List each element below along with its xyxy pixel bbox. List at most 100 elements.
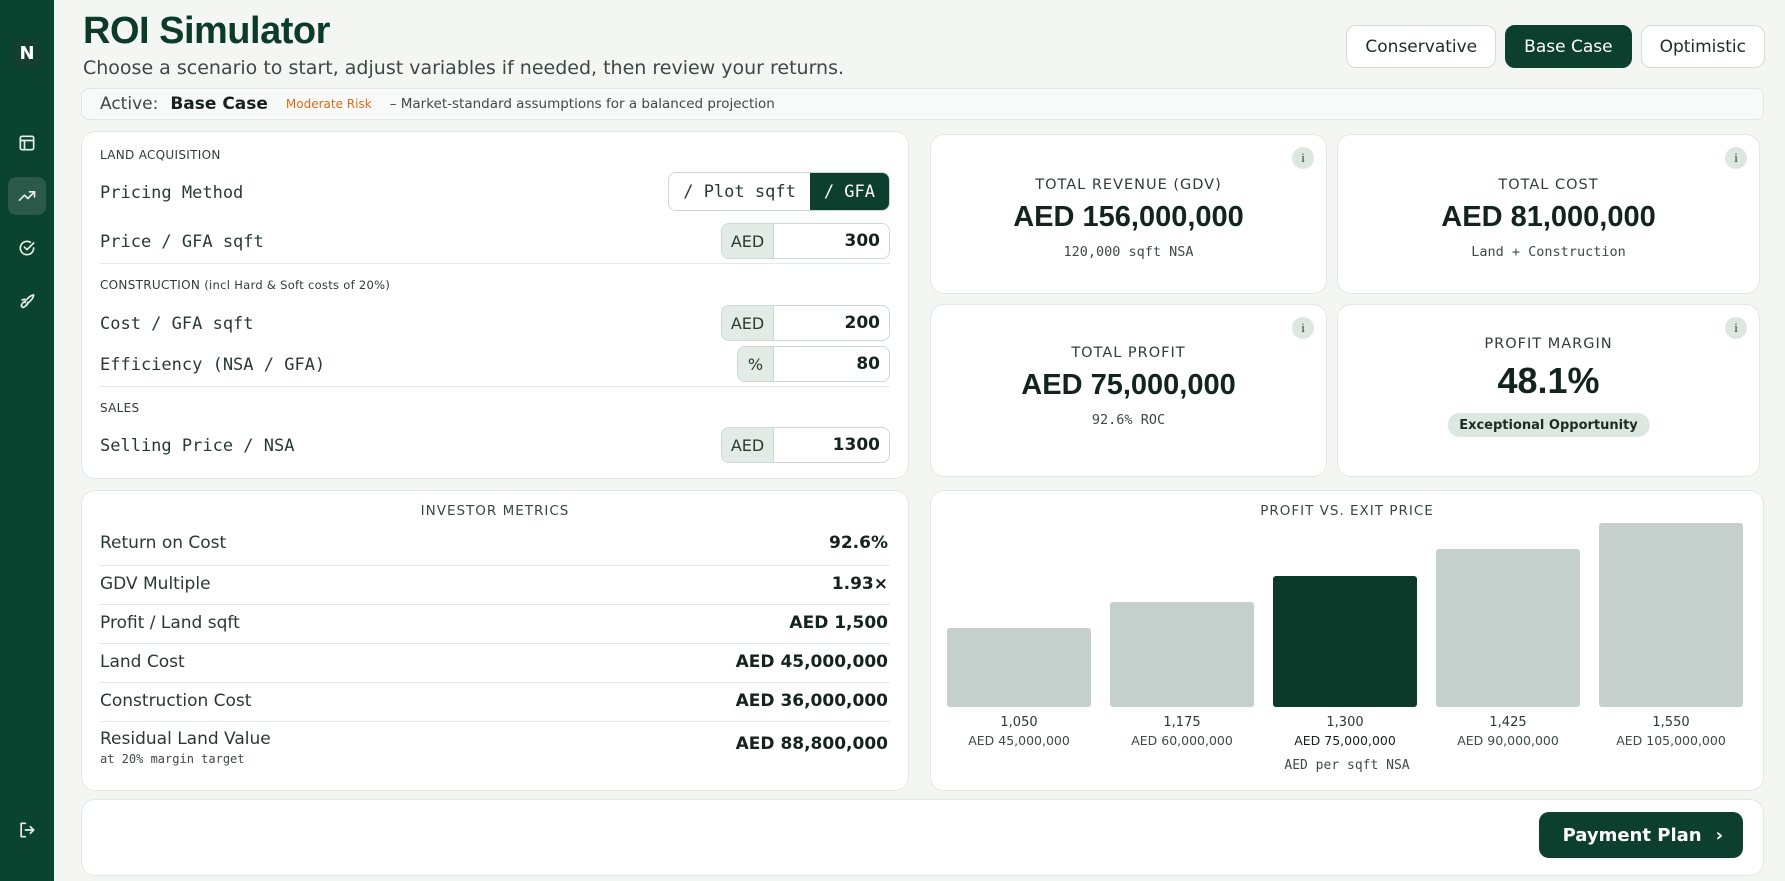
kpi-cost-label: TOTAL COST (1498, 177, 1599, 193)
scenario-base-case-button[interactable]: Base Case (1505, 25, 1632, 68)
kpi-profit-card: i TOTAL PROFIT AED 75,000,000 92.6% ROC (930, 304, 1327, 477)
chevron-right-icon: › (1715, 824, 1723, 846)
divider (100, 721, 890, 722)
efficiency-label: Efficiency (NSA / GFA) (100, 355, 326, 375)
chart-value-label: AED 105,000,000 (1616, 733, 1726, 748)
metric-sub: at 20% margin target (100, 752, 245, 766)
cost-gfa-input[interactable]: 200 (774, 306, 889, 340)
sales-section-title: SALES (100, 401, 140, 415)
scenario-description: – Market-standard assumptions for a bala… (389, 96, 775, 112)
cost-unit: AED (722, 306, 774, 340)
active-scenario-bar: Active: Base Case Moderate Risk – Market… (81, 88, 1764, 120)
efficiency-input[interactable]: 80 (774, 347, 889, 381)
construction-note: (incl Hard & Soft costs of 20%) (204, 278, 391, 292)
chart-value-label: AED 75,000,000 (1294, 733, 1396, 748)
price-gfa-input[interactable]: 300 (774, 224, 889, 258)
scenario-conservative-button[interactable]: Conservative (1346, 25, 1497, 68)
metric-label: Profit / Land sqft (100, 613, 240, 633)
sidebar: N (0, 0, 54, 881)
payment-plan-button[interactable]: Payment Plan › (1538, 812, 1743, 858)
chart-x-axis-label: AED per sqft NSA (1284, 758, 1410, 773)
inputs-card: LAND ACQUISITION Pricing Method / Plot s… (81, 131, 909, 479)
metric-value: AED 45,000,000 (735, 652, 888, 672)
kpi-margin-card: i PROFIT MARGIN 48.1% Exceptional Opport… (1337, 304, 1760, 477)
info-icon[interactable]: i (1292, 147, 1314, 169)
pricing-gfa-option[interactable]: / GFA (809, 173, 889, 210)
profit-exit-chart: PROFIT VS. EXIT PRICE AED per sqft NSA 1… (930, 490, 1764, 791)
chart-bar[interactable] (947, 628, 1091, 707)
nav-rocket-icon[interactable] (8, 281, 46, 319)
kpi-revenue-sub: 120,000 sqft NSA (1063, 244, 1194, 260)
nav-check-icon[interactable] (8, 229, 46, 267)
chart-bar[interactable] (1110, 602, 1254, 707)
kpi-revenue-label: TOTAL REVENUE (GDV) (1035, 177, 1222, 193)
page-subtitle: Choose a scenario to start, adjust varia… (83, 57, 845, 79)
selling-price-input[interactable]: 1300 (774, 428, 889, 462)
cost-gfa-label: Cost / GFA sqft (100, 314, 254, 334)
metric-value: AED 1,500 (789, 613, 888, 633)
divider (100, 565, 890, 566)
pricing-method-label: Pricing Method (100, 183, 244, 203)
divider (100, 263, 890, 264)
kpi-revenue-value: AED 156,000,000 (1013, 201, 1244, 233)
investor-metrics-card: INVESTOR METRICS Return on Cost 92.6% GD… (81, 490, 909, 791)
chart-tick-label: 1,050 (1000, 715, 1038, 730)
logout-icon[interactable] (8, 811, 46, 849)
chart-tick-label: 1,175 (1163, 715, 1201, 730)
land-section-title: LAND ACQUISITION (100, 148, 221, 162)
chart-tick-label: 1,425 (1489, 715, 1527, 730)
risk-badge: Moderate Risk (285, 97, 372, 111)
kpi-margin-label: PROFIT MARGIN (1484, 336, 1613, 352)
scenario-selector: Conservative Base Case Optimistic (1346, 25, 1765, 68)
chart-bar[interactable] (1273, 576, 1417, 707)
chart-value-label: AED 45,000,000 (968, 733, 1070, 748)
scenario-optimistic-button[interactable]: Optimistic (1640, 25, 1765, 68)
footer-bar: Payment Plan › (81, 799, 1764, 876)
divider (100, 386, 890, 387)
payment-plan-label: Payment Plan (1562, 824, 1702, 846)
divider (100, 604, 890, 605)
active-label: Active: (100, 94, 159, 114)
chart-tick-label: 1,550 (1652, 715, 1690, 730)
selling-price-label: Selling Price / NSA (100, 436, 295, 456)
pricing-plot-option[interactable]: / Plot sqft (669, 173, 810, 210)
metrics-title: INVESTOR METRICS (420, 503, 570, 519)
chart-value-label: AED 60,000,000 (1131, 733, 1233, 748)
metric-label: Land Cost (100, 652, 185, 672)
chart-title: PROFIT VS. EXIT PRICE (1260, 503, 1434, 519)
metric-value: 1.93× (831, 574, 888, 594)
chart-value-label: AED 90,000,000 (1457, 733, 1559, 748)
selling-price-field[interactable]: AED 1300 (721, 427, 890, 463)
metric-label: Residual Land Value (100, 729, 271, 749)
kpi-profit-value: AED 75,000,000 (1021, 369, 1236, 401)
nav-dashboard-icon[interactable] (8, 124, 46, 162)
opportunity-badge: Exceptional Opportunity (1447, 413, 1650, 437)
kpi-revenue-card: i TOTAL REVENUE (GDV) AED 156,000,000 12… (930, 134, 1327, 294)
app-logo[interactable]: N (12, 38, 42, 68)
chart-bar[interactable] (1436, 549, 1580, 707)
kpi-profit-sub: 92.6% ROC (1091, 412, 1166, 428)
price-unit: AED (722, 224, 774, 258)
metric-label: GDV Multiple (100, 574, 211, 594)
kpi-profit-label: TOTAL PROFIT (1071, 345, 1186, 361)
nav-trending-icon[interactable] (8, 177, 46, 215)
kpi-cost-value: AED 81,000,000 (1441, 201, 1656, 233)
metric-label: Return on Cost (100, 533, 227, 553)
chart-tick-label: 1,300 (1326, 715, 1364, 730)
info-icon[interactable]: i (1725, 147, 1747, 169)
metric-label: Construction Cost (100, 691, 252, 711)
kpi-margin-value: 48.1% (1497, 360, 1600, 401)
price-gfa-label: Price / GFA sqft (100, 232, 264, 252)
kpi-cost-card: i TOTAL COST AED 81,000,000 Land + Const… (1337, 134, 1760, 294)
construction-section-title: CONSTRUCTION (incl Hard & Soft costs of … (100, 278, 390, 292)
chart-bar[interactable] (1599, 523, 1743, 707)
efficiency-field[interactable]: % 80 (737, 346, 890, 382)
price-gfa-field[interactable]: AED 300 (721, 223, 890, 259)
pricing-method-toggle: / Plot sqft / GFA (668, 172, 890, 211)
divider (100, 643, 890, 644)
metric-value: AED 36,000,000 (735, 691, 888, 711)
info-icon[interactable]: i (1725, 317, 1747, 339)
cost-gfa-field[interactable]: AED 200 (721, 305, 890, 341)
construction-heading: CONSTRUCTION (100, 278, 201, 292)
info-icon[interactable]: i (1292, 317, 1314, 339)
